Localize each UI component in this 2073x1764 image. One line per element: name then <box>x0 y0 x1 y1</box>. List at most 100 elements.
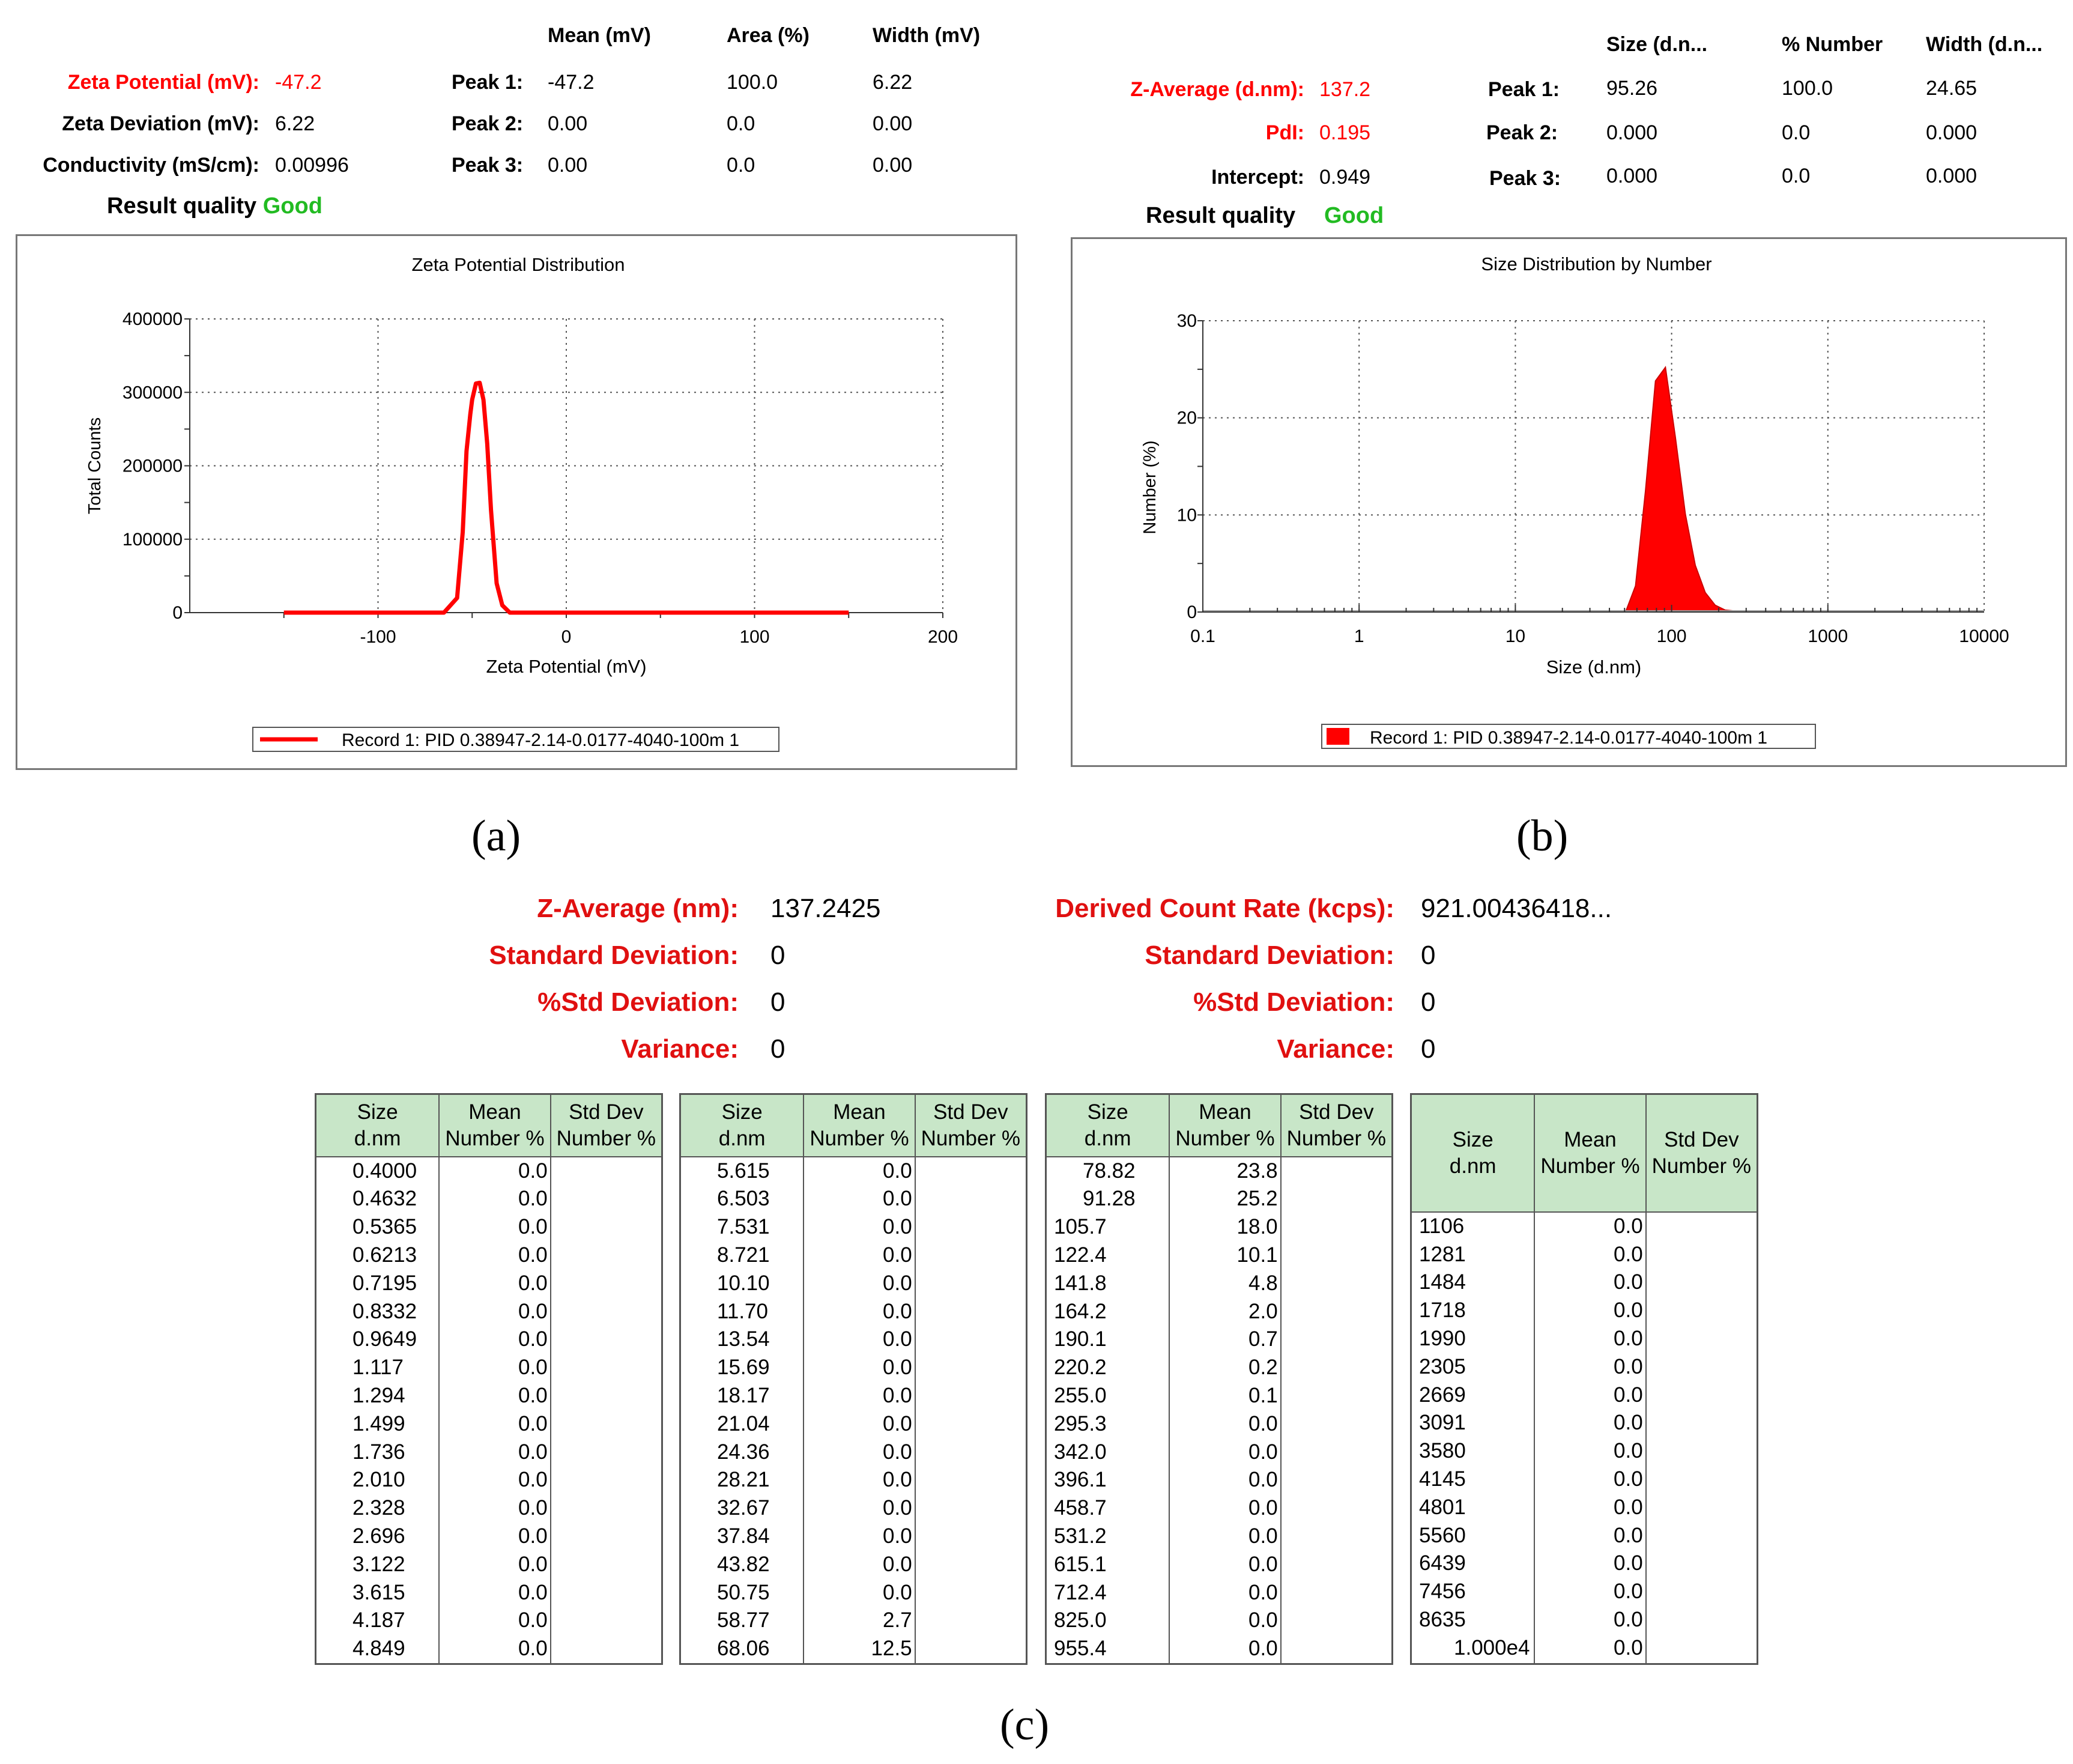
size-cell: 1.117 <box>315 1354 440 1382</box>
mean-number-cell: 0.0 <box>803 1522 916 1551</box>
size-cell: 8.721 <box>679 1241 805 1270</box>
std-dev-cell <box>549 1213 663 1241</box>
std-dev-cell <box>1280 1297 1393 1326</box>
mean-number-cell: 0.0 <box>803 1550 916 1579</box>
mean-number-cell: 0.0 <box>803 1241 916 1270</box>
c-std-dev-value-right: 0 <box>1421 941 1436 970</box>
std-dev-cell <box>1280 1381 1393 1410</box>
size-table-4: Size d.nm Mean Number % Std Dev Number % 1106 0… <box>1410 1093 1758 1665</box>
conductivity-label: Conductivity (mS/cm): <box>43 154 259 177</box>
mean-number-cell: 0.0 <box>438 1156 551 1186</box>
size-cell: 105.7 <box>1045 1213 1170 1241</box>
std-dev-cell <box>1645 1493 1758 1522</box>
std-dev-cell <box>549 1550 663 1579</box>
std-dev-cell <box>1645 1605 1758 1634</box>
empty-cell <box>438 1662 551 1664</box>
z-average-label: Z-Average (d.nm): <box>1130 78 1304 101</box>
std-dev-cell <box>549 1410 663 1438</box>
mean-number-cell: 0.0 <box>438 1297 551 1326</box>
table-row: 78.82 23.8 <box>1045 1156 1393 1186</box>
table-row: 0.8332 0.0 <box>315 1297 663 1326</box>
std-dev-cell <box>1280 1213 1393 1241</box>
c-variance-value: 0 <box>770 1034 785 1064</box>
std-dev-cell <box>914 1550 1027 1579</box>
table-row: 24.36 0.0 <box>679 1438 1027 1467</box>
table-row: 255.0 0.1 <box>1045 1381 1393 1410</box>
empty-cell <box>1534 1662 1647 1664</box>
chart-title: Size Distribution by Number <box>1481 253 1711 274</box>
header-std-dev: Std Dev Number % <box>549 1093 663 1157</box>
std-dev-cell <box>549 1241 663 1270</box>
peak-area: 0.0 <box>727 112 755 135</box>
std-dev-cell <box>1280 1494 1393 1523</box>
std-dev-cell <box>1280 1578 1393 1607</box>
size-cell: 1.000e4 <box>1410 1634 1536 1662</box>
table-row: 2305 0.0 <box>1410 1353 1758 1381</box>
mean-number-cell: 0.0 <box>438 1354 551 1382</box>
table-row: 32.67 0.0 <box>679 1494 1027 1523</box>
header-size: Size d.nm <box>679 1093 805 1157</box>
table-row: 50.75 0.0 <box>679 1578 1027 1607</box>
mean-number-cell: 0.0 <box>438 1269 551 1298</box>
c-pct-std-value-right: 0 <box>1421 987 1436 1017</box>
table-row: 7.531 0.0 <box>679 1213 1027 1241</box>
table-row: 6439 0.0 <box>1410 1550 1758 1578</box>
std-dev-cell <box>1280 1635 1393 1663</box>
z-average-value: 137.2 <box>1319 78 1371 101</box>
std-dev-cell <box>549 1607 663 1635</box>
size-cell: 1.294 <box>315 1381 440 1410</box>
caption-a: (a) <box>471 811 521 861</box>
table-row: 1.736 0.0 <box>315 1438 663 1467</box>
header-std-dev: Std Dev Number % <box>1280 1093 1393 1157</box>
header-size: Size d.nm <box>315 1093 440 1157</box>
header-mean-number: Mean Number % <box>1534 1093 1647 1213</box>
c-dcr-value: 921.00436418... <box>1421 894 1612 923</box>
mean-number-cell: 0.0 <box>1534 1381 1647 1410</box>
zeta-potential-chart: Zeta Potential Distribution 0 100000 200000… <box>85 254 958 752</box>
empty-cell <box>1169 1662 1282 1664</box>
std-dev-cell <box>1280 1522 1393 1551</box>
std-dev-cell <box>549 1354 663 1382</box>
mean-number-cell: 2.7 <box>803 1607 916 1635</box>
std-dev-cell <box>549 1578 663 1607</box>
std-dev-cell <box>1280 1550 1393 1579</box>
mean-number-cell: 12.5 <box>803 1635 916 1663</box>
table-row: 0.6213 0.0 <box>315 1241 663 1270</box>
size-cell: 4.187 <box>315 1607 440 1635</box>
table-row: 0.4000 0.0 <box>315 1156 663 1186</box>
table-row: 190.1 0.7 <box>1045 1326 1393 1354</box>
size-cell: 0.4000 <box>315 1156 440 1186</box>
size-table-1: Size d.nm Mean Number % Std Dev Number % 0.400… <box>315 1093 663 1665</box>
legend-box <box>1321 724 1816 749</box>
std-dev-cell <box>914 1438 1027 1467</box>
mean-number-cell: 4.8 <box>1169 1269 1282 1298</box>
mean-number-cell: 0.0 <box>438 1241 551 1270</box>
mean-number-cell: 0.0 <box>1534 1324 1647 1353</box>
table-row: 4145 0.0 <box>1410 1465 1758 1494</box>
size-cell: 220.2 <box>1045 1354 1170 1382</box>
size-cell: 32.67 <box>679 1494 805 1523</box>
mean-number-cell: 0.0 <box>803 1410 916 1438</box>
mean-number-cell: 0.0 <box>1534 1493 1647 1522</box>
table-row: 91.28 25.2 <box>1045 1185 1393 1214</box>
table-row: 3.122 0.0 <box>315 1550 663 1579</box>
y-axis-label: Number (%) <box>1140 440 1160 534</box>
size-cell: 5560 <box>1410 1521 1536 1550</box>
std-dev-cell <box>1280 1156 1393 1186</box>
mean-number-cell: 0.0 <box>1534 1211 1647 1241</box>
c-variance-label: Variance: <box>621 1034 739 1064</box>
std-dev-cell <box>914 1213 1027 1241</box>
std-dev-cell <box>1645 1268 1758 1297</box>
mean-number-cell: 0.0 <box>438 1578 551 1607</box>
size-cell: 396.1 <box>1045 1466 1170 1495</box>
table-row: 0.7195 0.0 <box>315 1269 663 1298</box>
size-cell: 1.736 <box>315 1438 440 1467</box>
table-row: 6.503 0.0 <box>679 1185 1027 1214</box>
y-tick-label: 30 <box>1177 311 1197 331</box>
peak-mean: 0.00 <box>548 112 588 135</box>
peak-width: 0.000 <box>1926 121 1978 144</box>
table-row: 122.4 10.1 <box>1045 1241 1393 1270</box>
std-dev-cell <box>914 1241 1027 1270</box>
std-dev-cell <box>914 1578 1027 1607</box>
size-cell: 2.010 <box>315 1466 440 1495</box>
